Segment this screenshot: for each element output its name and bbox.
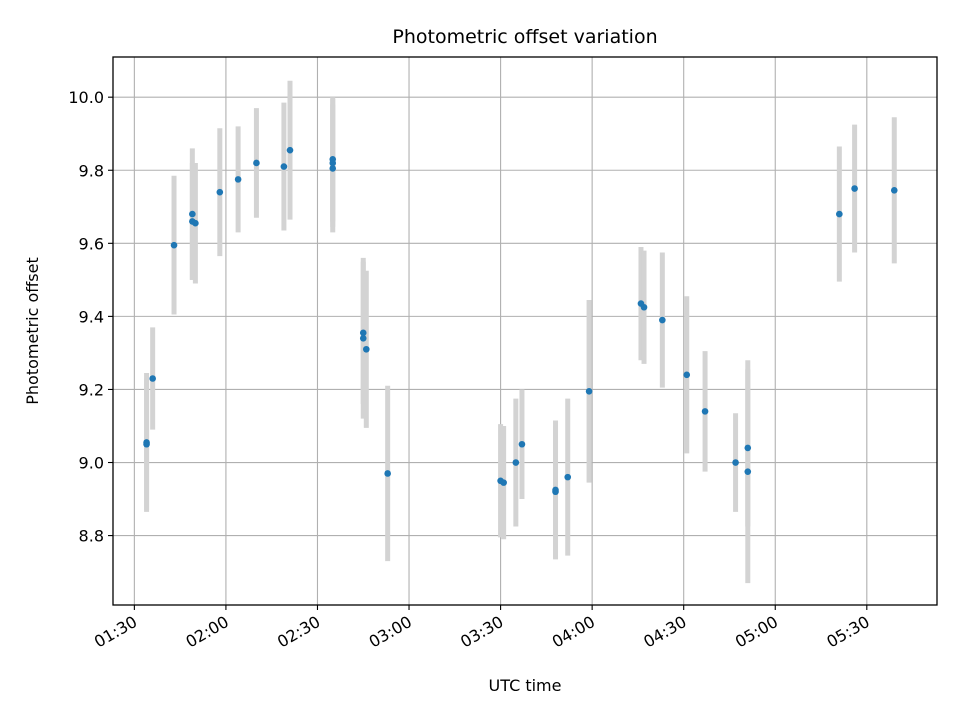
y-tick-label: 9.6 (79, 234, 104, 253)
x-axis-label: UTC time (489, 676, 562, 695)
data-point (701, 408, 709, 415)
y-tick-label: 9.0 (79, 454, 104, 473)
y-tick-label: 8.8 (79, 527, 104, 546)
data-point (329, 155, 337, 163)
data-point (149, 375, 156, 382)
data-point (216, 188, 224, 196)
data-point (585, 387, 593, 395)
grid (113, 57, 937, 605)
data-point (744, 444, 752, 452)
data-point (683, 371, 691, 379)
data-point (732, 459, 739, 466)
data-point (189, 210, 196, 218)
data-point (500, 479, 507, 486)
data-point (512, 459, 520, 466)
data-point (253, 159, 260, 167)
data-point (143, 439, 150, 446)
data-point (552, 486, 559, 494)
y-axis-label: Photometric offset (23, 257, 42, 405)
data-point (384, 470, 391, 477)
data-point (286, 146, 294, 154)
data-point (890, 187, 898, 194)
data-point (170, 241, 178, 249)
chart-title: Photometric offset variation (392, 26, 657, 48)
data-point (836, 210, 843, 218)
data-point (363, 345, 370, 353)
data-point (744, 468, 752, 475)
data-point (359, 329, 367, 337)
plot-frame (112, 56, 938, 606)
data-point (234, 176, 242, 183)
data-point (851, 185, 858, 192)
data-point (564, 473, 572, 481)
y-tick-label: 9.8 (79, 161, 104, 180)
data-points (143, 146, 898, 496)
y-tick-label: 10.0 (68, 88, 104, 107)
data-point (518, 440, 526, 448)
data-point (359, 335, 367, 342)
data-point (329, 165, 337, 172)
data-point (192, 219, 199, 227)
y-tick-label: 9.4 (79, 307, 104, 326)
y-tick-label: 9.2 (79, 380, 104, 399)
data-point (280, 163, 288, 170)
data-point (659, 316, 666, 324)
data-point (640, 303, 648, 311)
